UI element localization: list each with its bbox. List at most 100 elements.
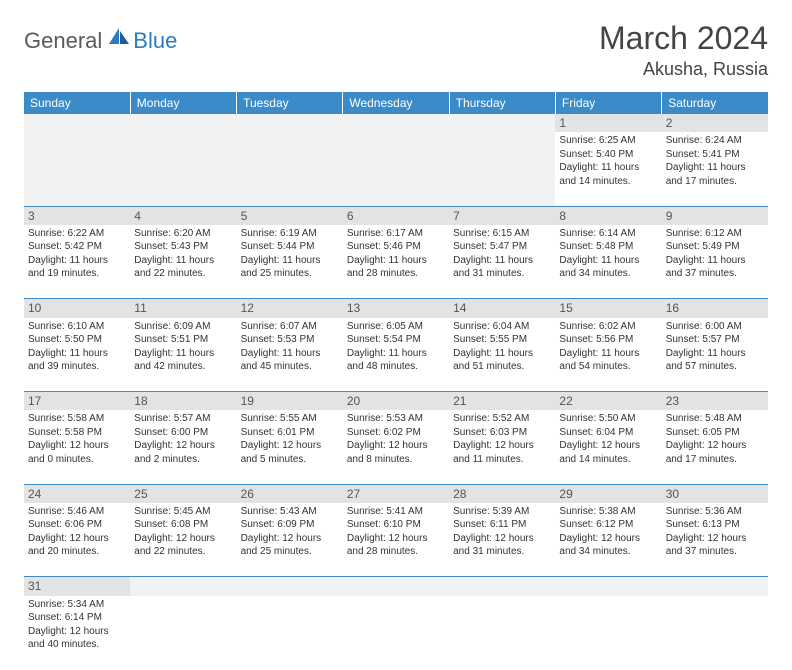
day-cell: Sunrise: 6:07 AMSunset: 5:53 PMDaylight:… (237, 318, 343, 392)
daylight-line-2: and 28 minutes. (347, 267, 445, 281)
daylight-line-1: Daylight: 12 hours (28, 532, 126, 546)
sunset-line: Sunset: 6:08 PM (134, 518, 232, 532)
sunrise-line: Sunrise: 6:09 AM (134, 320, 232, 334)
daylight-line-1: Daylight: 12 hours (453, 439, 551, 453)
day-cell: Sunrise: 5:46 AMSunset: 6:06 PMDaylight:… (24, 503, 130, 577)
daylight-line-2: and 28 minutes. (347, 545, 445, 559)
sunset-line: Sunset: 6:00 PM (134, 426, 232, 440)
daylight-line-1: Daylight: 11 hours (453, 347, 551, 361)
sunset-line: Sunset: 6:02 PM (347, 426, 445, 440)
daylight-line-1: Daylight: 12 hours (559, 439, 657, 453)
day-cell: Sunrise: 6:04 AMSunset: 5:55 PMDaylight:… (449, 318, 555, 392)
day-number: 22 (555, 392, 661, 411)
sunrise-line: Sunrise: 5:38 AM (559, 505, 657, 519)
day-number: 6 (343, 206, 449, 225)
daynum-row: 12 (24, 114, 768, 132)
day-cell: Sunrise: 5:34 AMSunset: 6:14 PMDaylight:… (24, 596, 130, 670)
sunrise-line: Sunrise: 5:34 AM (28, 598, 126, 612)
sunrise-line: Sunrise: 6:22 AM (28, 227, 126, 241)
content-row: Sunrise: 5:34 AMSunset: 6:14 PMDaylight:… (24, 596, 768, 670)
daynum-row: 3456789 (24, 206, 768, 225)
daylight-line-2: and 14 minutes. (559, 175, 657, 189)
daylight-line-1: Daylight: 11 hours (666, 254, 764, 268)
daylight-line-1: Daylight: 11 hours (559, 161, 657, 175)
sunset-line: Sunset: 6:10 PM (347, 518, 445, 532)
sunrise-line: Sunrise: 6:12 AM (666, 227, 764, 241)
day-number (237, 114, 343, 132)
daylight-line-2: and 22 minutes. (134, 545, 232, 559)
day-cell (343, 132, 449, 206)
day-number: 28 (449, 484, 555, 503)
day-cell (662, 596, 768, 670)
sunrise-line: Sunrise: 6:15 AM (453, 227, 551, 241)
sunset-line: Sunset: 6:09 PM (241, 518, 339, 532)
sunset-line: Sunset: 6:06 PM (28, 518, 126, 532)
daylight-line-2: and 57 minutes. (666, 360, 764, 374)
sunset-line: Sunset: 6:04 PM (559, 426, 657, 440)
sunrise-line: Sunrise: 6:02 AM (559, 320, 657, 334)
sunrise-line: Sunrise: 6:05 AM (347, 320, 445, 334)
day-cell (130, 596, 236, 670)
day-cell: Sunrise: 6:10 AMSunset: 5:50 PMDaylight:… (24, 318, 130, 392)
sunrise-line: Sunrise: 6:00 AM (666, 320, 764, 334)
sunset-line: Sunset: 6:05 PM (666, 426, 764, 440)
sunrise-line: Sunrise: 5:55 AM (241, 412, 339, 426)
day-number (237, 577, 343, 596)
day-cell: Sunrise: 6:22 AMSunset: 5:42 PMDaylight:… (24, 225, 130, 299)
sunset-line: Sunset: 5:48 PM (559, 240, 657, 254)
day-number: 12 (237, 299, 343, 318)
sunrise-line: Sunrise: 5:52 AM (453, 412, 551, 426)
day-cell (555, 596, 661, 670)
daylight-line-1: Daylight: 12 hours (134, 532, 232, 546)
day-number: 16 (662, 299, 768, 318)
day-number: 14 (449, 299, 555, 318)
daylight-line-1: Daylight: 12 hours (666, 532, 764, 546)
day-cell (449, 596, 555, 670)
location-label: Akusha, Russia (599, 59, 768, 80)
day-number: 24 (24, 484, 130, 503)
sunset-line: Sunset: 5:50 PM (28, 333, 126, 347)
content-row: Sunrise: 6:22 AMSunset: 5:42 PMDaylight:… (24, 225, 768, 299)
sunrise-line: Sunrise: 5:48 AM (666, 412, 764, 426)
daylight-line-1: Daylight: 11 hours (453, 254, 551, 268)
day-number (449, 114, 555, 132)
day-number: 18 (130, 392, 236, 411)
daylight-line-1: Daylight: 11 hours (559, 254, 657, 268)
daynum-row: 17181920212223 (24, 392, 768, 411)
day-cell: Sunrise: 5:50 AMSunset: 6:04 PMDaylight:… (555, 410, 661, 484)
daylight-line-2: and 2 minutes. (134, 453, 232, 467)
sunset-line: Sunset: 5:44 PM (241, 240, 339, 254)
day-cell: Sunrise: 6:17 AMSunset: 5:46 PMDaylight:… (343, 225, 449, 299)
daynum-row: 10111213141516 (24, 299, 768, 318)
sunrise-line: Sunrise: 5:45 AM (134, 505, 232, 519)
day-number: 21 (449, 392, 555, 411)
sunrise-line: Sunrise: 6:20 AM (134, 227, 232, 241)
weekday-header: Saturday (662, 92, 768, 114)
daylight-line-1: Daylight: 12 hours (347, 439, 445, 453)
sunrise-line: Sunrise: 5:46 AM (28, 505, 126, 519)
day-cell: Sunrise: 6:24 AMSunset: 5:41 PMDaylight:… (662, 132, 768, 206)
content-row: Sunrise: 6:10 AMSunset: 5:50 PMDaylight:… (24, 318, 768, 392)
daylight-line-2: and 11 minutes. (453, 453, 551, 467)
daylight-line-2: and 34 minutes. (559, 267, 657, 281)
day-number: 26 (237, 484, 343, 503)
day-cell: Sunrise: 6:00 AMSunset: 5:57 PMDaylight:… (662, 318, 768, 392)
day-cell: Sunrise: 6:12 AMSunset: 5:49 PMDaylight:… (662, 225, 768, 299)
day-number: 10 (24, 299, 130, 318)
logo-text-blue: Blue (133, 28, 177, 54)
sunset-line: Sunset: 5:41 PM (666, 148, 764, 162)
day-number (130, 577, 236, 596)
sunset-line: Sunset: 6:01 PM (241, 426, 339, 440)
daylight-line-2: and 42 minutes. (134, 360, 232, 374)
sunrise-line: Sunrise: 6:17 AM (347, 227, 445, 241)
daylight-line-1: Daylight: 12 hours (241, 532, 339, 546)
daylight-line-2: and 22 minutes. (134, 267, 232, 281)
daylight-line-1: Daylight: 12 hours (28, 439, 126, 453)
daylight-line-1: Daylight: 11 hours (28, 254, 126, 268)
logo-text-general: General (24, 28, 102, 54)
sunset-line: Sunset: 5:55 PM (453, 333, 551, 347)
day-number (343, 114, 449, 132)
daylight-line-1: Daylight: 12 hours (559, 532, 657, 546)
day-number: 11 (130, 299, 236, 318)
daylight-line-2: and 8 minutes. (347, 453, 445, 467)
